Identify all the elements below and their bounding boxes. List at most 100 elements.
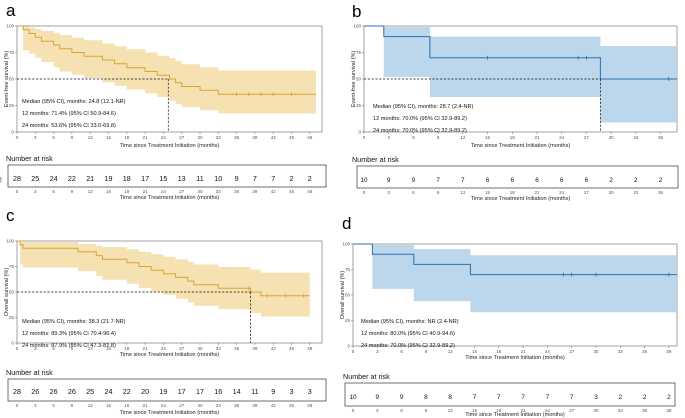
risk-x-tick-label: 9 [425, 408, 428, 413]
y-axis-title: Event-free survival (%) [351, 51, 357, 108]
risk-table-title: Number at risk [352, 155, 399, 164]
x-tick-label: 12 [448, 349, 454, 354]
x-tick-label: 18 [124, 346, 130, 351]
risk-count: 9 [387, 177, 391, 184]
x-tick-label: 30 [609, 135, 615, 140]
y-tick-label: 75 [356, 50, 362, 55]
risk-count: 2 [609, 177, 613, 184]
risk-x-tick-label: 0 [352, 408, 355, 413]
risk-count: 15 [159, 174, 167, 183]
y-axis-title: Overall survival (%) [340, 271, 346, 320]
x-tick-label: 27 [584, 135, 590, 140]
x-tick-label: 12 [460, 135, 466, 140]
x-tick-label: 27 [179, 346, 185, 351]
risk-count: 10 [349, 394, 357, 401]
risk-x-tick-label: 3 [387, 190, 390, 195]
x-axis-title: Time since Treatment Initiation (months) [465, 355, 565, 361]
risk-count: 2 [619, 394, 623, 401]
x-tick-label: 45 [289, 346, 295, 351]
risk-count: 6 [560, 177, 564, 184]
risk-count: 11 [196, 174, 203, 183]
x-tick-label: 0 [363, 135, 366, 140]
x-tick-label: 18 [124, 135, 130, 140]
risk-count: 7 [436, 177, 440, 184]
x-tick-label: 9 [425, 349, 428, 354]
risk-count: 26 [50, 387, 58, 396]
survival-curve [364, 25, 677, 80]
x-tick-label: 6 [412, 135, 415, 140]
risk-x-tick-label: 48 [307, 189, 313, 194]
survival-curve [17, 25, 316, 95]
x-tick-label: 48 [307, 346, 313, 351]
x-axis-title: Time since Treatment Initiation (months) [120, 143, 220, 149]
risk-x-tick-label: 27 [179, 189, 185, 194]
risk-table-box [7, 164, 327, 188]
x-tick-label: 6 [52, 135, 55, 140]
risk-count: 20 [141, 387, 149, 396]
y-tick-label: 25 [9, 315, 15, 320]
y-tick-label: 100 [6, 239, 14, 244]
x-tick-label: 24 [161, 135, 167, 140]
panel-letter: c [6, 206, 15, 225]
risk-count: 22 [123, 387, 131, 396]
risk-x-tick-label: 6 [412, 190, 415, 195]
risk-count: 2 [643, 394, 647, 401]
y-tick-label: 50 [356, 77, 362, 82]
x-tick-label: 33 [216, 135, 222, 140]
risk-x-axis-title: Time since Treatment Initiation (months) [465, 412, 565, 418]
risk-count: 7 [570, 394, 574, 401]
y-tick-label: 75 [345, 267, 351, 272]
confidence-band [17, 26, 316, 114]
risk-x-tick-label: 48 [307, 403, 313, 408]
risk-count: 3 [308, 387, 312, 396]
y-tick-label: 100 [353, 24, 361, 29]
x-tick-label: 33 [633, 135, 639, 140]
risk-x-tick-label: 3 [34, 403, 37, 408]
panel-letter: b [352, 2, 361, 21]
risk-x-tick-label: 33 [216, 403, 222, 408]
y-tick-label: 25 [356, 103, 362, 108]
risk-count: 6 [510, 177, 514, 184]
y-tick-label: 75 [9, 264, 15, 269]
x-tick-label: 36 [658, 135, 664, 140]
x-tick-label: 0 [352, 349, 355, 354]
risk-x-tick-label: 6 [52, 403, 55, 408]
risk-x-tick-label: 42 [271, 189, 277, 194]
risk-count: 24 [50, 174, 58, 183]
risk-x-tick-label: 9 [437, 190, 440, 195]
risk-count: 7 [271, 174, 275, 183]
x-tick-label: 27 [569, 349, 575, 354]
risk-x-tick-label: 3 [34, 189, 37, 194]
risk-count: 21 [86, 174, 94, 183]
annotation-line: 24 months: 70.0% (95% CI 32.9-89.2) [373, 128, 467, 134]
risk-x-tick-label: 12 [460, 190, 466, 195]
risk-x-tick-label: 9 [71, 189, 74, 194]
x-tick-label: 6 [52, 346, 55, 351]
risk-x-tick-label: 36 [642, 408, 648, 413]
risk-count: 3 [290, 387, 294, 396]
x-tick-label: 30 [593, 349, 599, 354]
risk-count: 17 [196, 387, 204, 396]
x-tick-label: 18 [496, 349, 502, 354]
risk-x-tick-label: 45 [289, 403, 295, 408]
risk-count: 2 [0, 177, 2, 184]
x-tick-label: 0 [16, 135, 19, 140]
x-tick-label: 3 [387, 135, 390, 140]
survival-curve [353, 243, 677, 276]
risk-count: 7 [253, 174, 257, 183]
risk-count: 7 [473, 394, 477, 401]
risk-x-tick-label: 6 [400, 408, 403, 413]
risk-count: 13 [178, 174, 186, 183]
annotation-line: 12 months: 71.4% (95% CI 50.9-84.6) [22, 111, 116, 117]
risk-x-tick-label: 42 [271, 403, 277, 408]
risk-count: 2 [308, 174, 312, 183]
y-tick-label: 75 [9, 50, 15, 55]
risk-x-tick-label: 30 [197, 403, 203, 408]
risk-table-title: Number at risk [6, 154, 53, 163]
risk-x-tick-label: 33 [633, 190, 639, 195]
risk-table-title: Number at risk [343, 372, 390, 381]
x-tick-label: 21 [143, 346, 149, 351]
x-tick-label: 36 [234, 346, 240, 351]
